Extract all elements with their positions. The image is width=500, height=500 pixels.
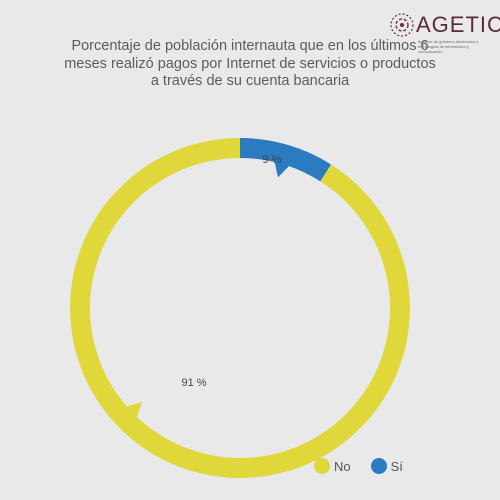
pointer-no xyxy=(125,402,142,419)
data-label-no: 91 % xyxy=(181,377,206,389)
logo-tagline: Agencia de gobierno electrónico y tecnol… xyxy=(418,39,479,54)
legend-item-no[interactable]: No xyxy=(314,458,351,474)
legend-item-si[interactable]: Sí xyxy=(370,458,403,474)
chart-title: Porcentaje de población internauta que e… xyxy=(64,38,436,89)
chart-legend: No Sí xyxy=(314,458,423,474)
pointer-si xyxy=(274,160,290,178)
legend-label-no: No xyxy=(334,458,351,474)
data-label-si: 9 % xyxy=(263,154,282,166)
agetic-logo: AGETIC Agencia de gobierno electrónico y… xyxy=(388,8,500,54)
legend-swatch-si xyxy=(370,458,387,474)
logo-name: AGETIC xyxy=(416,12,500,37)
agetic-swirl-icon xyxy=(390,13,414,37)
slice-no[interactable] xyxy=(69,138,410,479)
legend-label-si: Sí xyxy=(390,458,403,474)
slice-si[interactable] xyxy=(240,138,332,182)
legend-swatch-no xyxy=(314,458,330,474)
